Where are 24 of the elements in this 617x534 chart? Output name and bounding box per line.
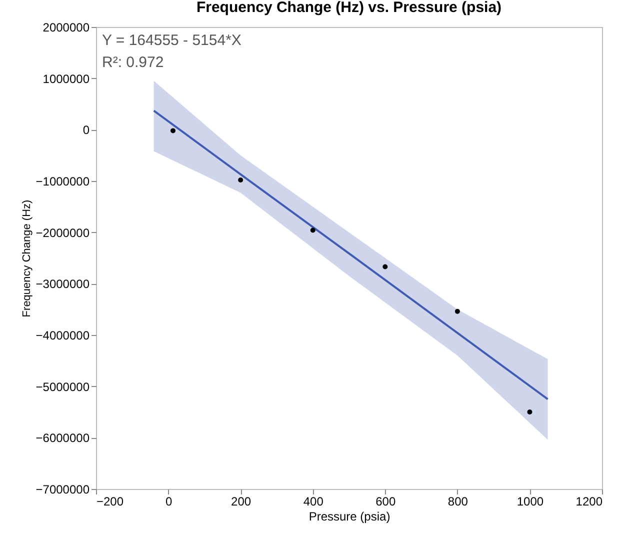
y-tick-label: 1000000 [42,72,90,86]
x-tick-label: 1000 [516,494,544,508]
chart-title: Frequency Change (Hz) vs. Pressure (psia) [196,0,502,16]
annotation: R²: 0.972 [102,54,164,71]
y-tick-label: 0 [82,123,90,138]
y-tick-label: −5000000 [36,380,90,394]
y-tick-label: −4000000 [36,328,90,342]
x-tick-label: 400 [303,494,324,508]
y-tick-label: −7000000 [36,482,90,496]
x-tick-label: 200 [231,494,252,508]
x-tick-label: 1200 [576,494,603,508]
x-tick-label: −200 [96,494,124,508]
y-axis-title: Frequency Change (Hz) [20,200,33,318]
y-tick-label: −2000000 [36,226,90,240]
x-axis-title: Pressure (psia) [308,510,390,524]
annotation: Y = 164555 - 5154*X [102,32,242,49]
y-tick-label: −6000000 [36,431,90,446]
x-tick-label: 0 [165,494,172,508]
x-tick-label: 800 [448,494,468,508]
x-tick-label: 600 [376,494,396,508]
line-series [152,110,549,400]
y-tick-label: −1000000 [36,174,90,188]
y-tick-label: 2000000 [42,20,90,34]
y-tick-label: −3000000 [36,277,90,292]
